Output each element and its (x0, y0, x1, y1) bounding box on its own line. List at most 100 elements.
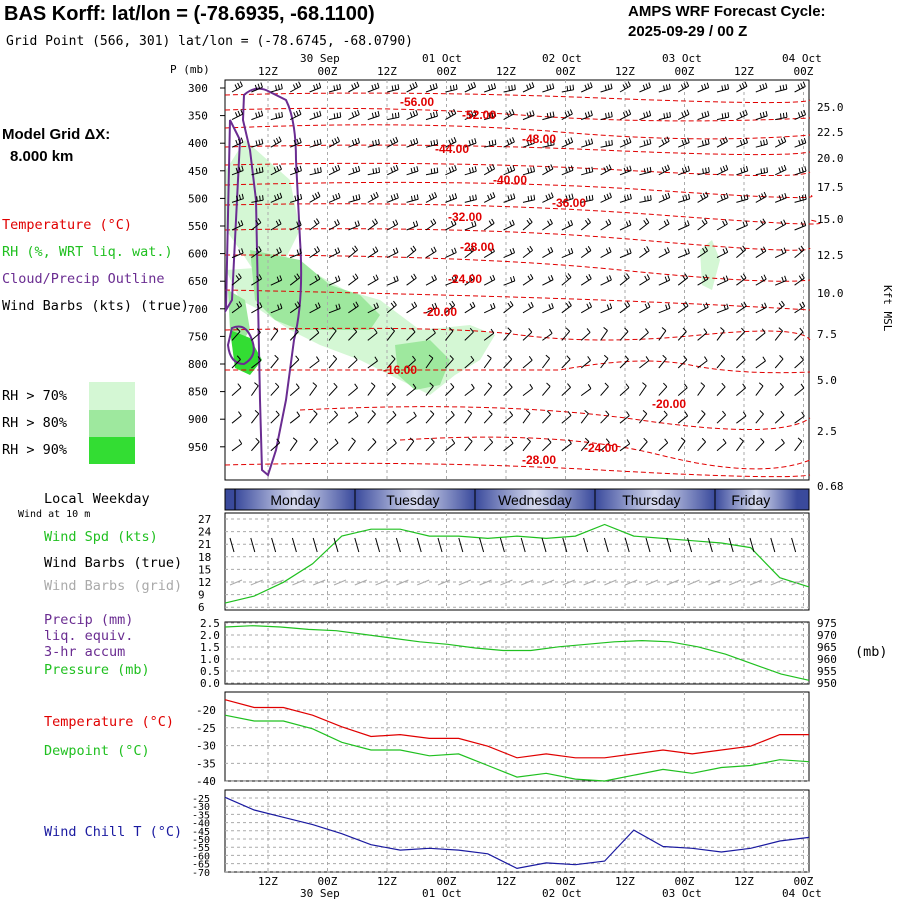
xsec-wind-barb-feather (667, 164, 670, 170)
top-time-tick: 00Z (556, 65, 576, 78)
sfc-wind-barb-grid (313, 579, 326, 586)
xsec-wind-barb-feather (742, 383, 746, 389)
xsec-wind-barb-feather (683, 383, 688, 389)
xsec-wind-barb-feather (274, 354, 279, 360)
xsec-wind-barb (464, 225, 477, 231)
pressure-tick: 450 (188, 165, 208, 178)
xsec-wind-barb-feather (235, 275, 240, 280)
xsec-wind-barb-feather (296, 166, 300, 172)
xsec-wind-barb (716, 251, 728, 259)
xsec-wind-barb-feather (760, 220, 764, 225)
xsec-wind-barb-feather (664, 438, 669, 444)
xsec-wind-barb-feather (682, 195, 685, 201)
xsec-wind-barb (561, 252, 574, 259)
xsec-wind-barb (697, 385, 706, 396)
xsec-wind-barb-feather (489, 248, 493, 254)
xsec-wind-barb (736, 305, 747, 314)
wind-at-10m-label: Wind at 10 m (18, 509, 91, 520)
xsec-wind-barb (406, 305, 417, 314)
xsec-wind-barb-feather (469, 327, 474, 333)
xsec-wind-barb-feather (739, 437, 744, 442)
xsec-wind-barb-feather (550, 140, 552, 146)
xsec-wind-barb-feather (393, 194, 397, 200)
sfc-wind-barb-grid (583, 579, 596, 586)
xsec-wind-barb-feather (294, 303, 299, 308)
xsec-wind-barb-feather (428, 354, 434, 359)
xsec-wind-barb-feather (451, 300, 456, 306)
xsec-wind-barb-feather (337, 164, 341, 170)
xsec-wind-barb-feather (436, 139, 439, 145)
xsec-wind-barb (794, 387, 805, 396)
pressure-tick: 500 (188, 192, 208, 205)
xsec-wind-barb-feather (587, 246, 592, 251)
xsec-wind-barb-feather (565, 167, 568, 173)
xsec-wind-barb-feather (548, 193, 551, 199)
xsec-wind-barb-feather (629, 193, 632, 199)
sfc-wind-barb-true (624, 537, 630, 553)
xsec-wind-barb-feather (454, 193, 458, 199)
xsec-wind-barb-feather (761, 193, 765, 199)
top-date-tick: 03 Oct (662, 52, 702, 65)
xsec-wind-barb-feather (722, 166, 726, 172)
xsec-wind-barb (464, 387, 475, 396)
legend-wind-barbs-grid: Wind Barbs (grid) (44, 578, 183, 594)
xsec-wind-barb-feather (687, 248, 690, 254)
xsec-wind-barb-feather (378, 167, 381, 173)
xsec-wind-barb-feather (742, 411, 747, 417)
xsec-wind-barb (619, 331, 629, 341)
xsec-wind-barb (328, 251, 340, 259)
xsec-wind-barb-feather (469, 275, 473, 281)
top-date-tick: 04 Oct (782, 52, 822, 65)
xsec-wind-barb (328, 330, 337, 341)
xsec-wind-barb-feather (313, 112, 316, 118)
xsec-wind-barb-feather (608, 247, 612, 252)
xsec-wind-barb-feather (642, 382, 647, 387)
xsec-wind-barb (503, 358, 513, 369)
xsec-wind-barb-feather (739, 112, 743, 118)
xsec-wind-barb-feather (526, 437, 531, 442)
xsec-wind-barb-feather (508, 355, 513, 360)
xsec-wind-barb-feather (765, 82, 768, 88)
xsec-wind-barb-feather (585, 275, 590, 281)
xsec-wind-barb-feather (804, 194, 807, 200)
xsec-wind-barb-feather (256, 196, 258, 202)
xsec-wind-barb-feather (314, 193, 318, 199)
xsec-wind-barb (348, 249, 358, 258)
xsec-wind-barb-feather (682, 275, 686, 280)
top-time-tick: 12Z (496, 65, 516, 78)
xsec-wind-barb-feather (435, 111, 438, 117)
top-date-tick: 02 Oct (542, 52, 582, 65)
xsec-wind-barb-feather (609, 275, 612, 281)
xsec-wind-barb (755, 385, 764, 396)
xsec-wind-barb-feather (450, 383, 455, 388)
xsec-wind-barb (309, 332, 320, 341)
xsec-wind-barb-feather (432, 328, 436, 334)
xsec-wind-barb-feather (779, 355, 784, 360)
xsec-wind-barb-feather (605, 248, 609, 254)
xsec-wind-barb-feather (803, 137, 807, 144)
xsec-wind-barb-feather (275, 113, 278, 119)
xsec-wind-barb (677, 440, 686, 452)
xsec-wind-barb-feather (432, 83, 435, 90)
xsec-wind-barb (328, 223, 340, 231)
xsec-wind-barb-feather (646, 139, 649, 145)
xsec-wind-barb-feather (684, 166, 688, 172)
xsec-wind-barb-feather (798, 275, 803, 281)
sfc-wind-barb-true (458, 537, 464, 553)
xsec-wind-barb (581, 171, 593, 176)
xsec-wind-barb (774, 251, 787, 259)
xsec-wind-barb-feather (238, 301, 243, 307)
xsec-wind-barb-feather (273, 327, 279, 332)
xsec-wind-barb-feather (353, 355, 358, 361)
xsec-wind-barb-feather (605, 438, 610, 443)
xsec-wind-barb-feather (604, 382, 609, 387)
xsec-wind-barb-feather (643, 168, 646, 174)
xsec-wind-barb (716, 386, 726, 396)
top-time-tick: 12Z (615, 65, 635, 78)
xsec-wind-barb-feather (258, 246, 262, 251)
xsec-wind-barb-feather (703, 303, 707, 309)
xsec-wind-barb-feather (722, 438, 727, 444)
xsec-wind-barb-feather (254, 382, 259, 387)
xsec-wind-barb (464, 413, 473, 424)
xsec-wind-barb-feather (646, 274, 651, 280)
